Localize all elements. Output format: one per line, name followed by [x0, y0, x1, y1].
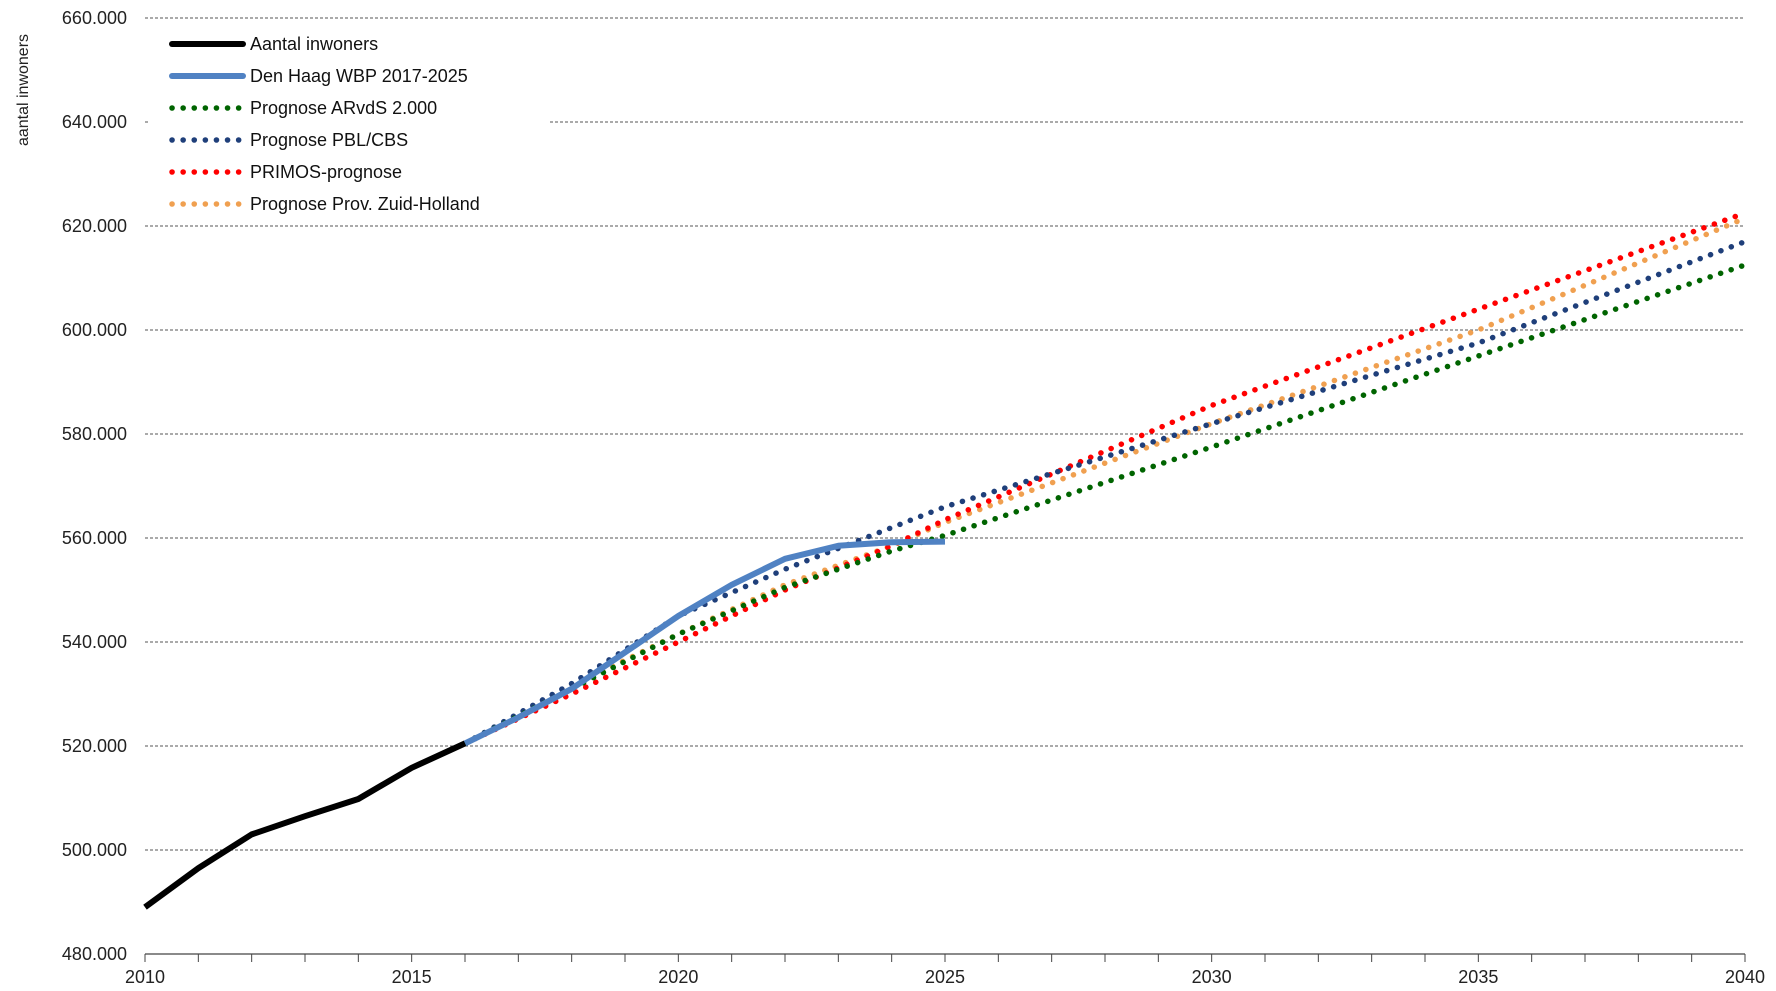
y-tick-label: 560.000 [62, 528, 127, 548]
x-tick-label: 2030 [1192, 967, 1232, 987]
x-axis-tick-labels: 2010 2015 2020 2025 2030 2035 2040 [125, 967, 1765, 987]
gridlines [145, 17, 1745, 955]
legend-label: PRIMOS-prognose [250, 162, 402, 182]
legend-mask [150, 20, 550, 225]
legend-label: Prognose ARvdS 2.000 [250, 98, 437, 118]
legend-label: Prognose Prov. Zuid-Holland [250, 194, 480, 214]
x-tick-label: 2025 [925, 967, 965, 987]
x-tick-label: 2010 [125, 967, 165, 987]
series-line-aantal-inwoners [143, 740, 467, 910]
x-tick-label: 2020 [658, 967, 698, 987]
legend-label: Prognose PBL/CBS [250, 130, 408, 150]
y-tick-label: 540.000 [62, 632, 127, 652]
x-tick-label: 2040 [1725, 967, 1765, 987]
y-tick-label: 620.000 [62, 216, 127, 236]
y-tick-label: 500.000 [62, 840, 127, 860]
y-tick-label: 600.000 [62, 320, 127, 340]
y-axis-tick-labels: 480.000 500.000 520.000 540.000 560.000 580.0… [62, 8, 127, 964]
y-axis-title: aantal inwoners [15, 34, 32, 146]
y-tick-label: 480.000 [62, 944, 127, 964]
legend-label: Den Haag WBP 2017-2025 [250, 66, 468, 86]
y-tick-label: 520.000 [62, 736, 127, 756]
y-tick-label: 580.000 [62, 424, 127, 444]
x-tick-label: 2035 [1458, 967, 1498, 987]
x-tick-label: 2015 [392, 967, 432, 987]
series-line-primos-prognose [462, 210, 1748, 747]
series-line-prognose-pbl-cbs [462, 238, 1748, 747]
legend-label: Aantal inwoners [250, 34, 378, 54]
series-line-prognose-prov-zuid-holland [462, 215, 1748, 747]
y-tick-label: 640.000 [62, 112, 127, 132]
legend: Aantal inwoners Den Haag WBP 2017-2025 Pro… [169, 34, 480, 214]
y-tick-label: 660.000 [62, 8, 127, 28]
series-layer [143, 210, 1748, 910]
series-line-den-haag-wbp-2017-2025 [463, 538, 946, 747]
x-axis-ticks [144, 954, 1746, 962]
series-line-prognose-arvds-2-000 [462, 262, 1748, 747]
